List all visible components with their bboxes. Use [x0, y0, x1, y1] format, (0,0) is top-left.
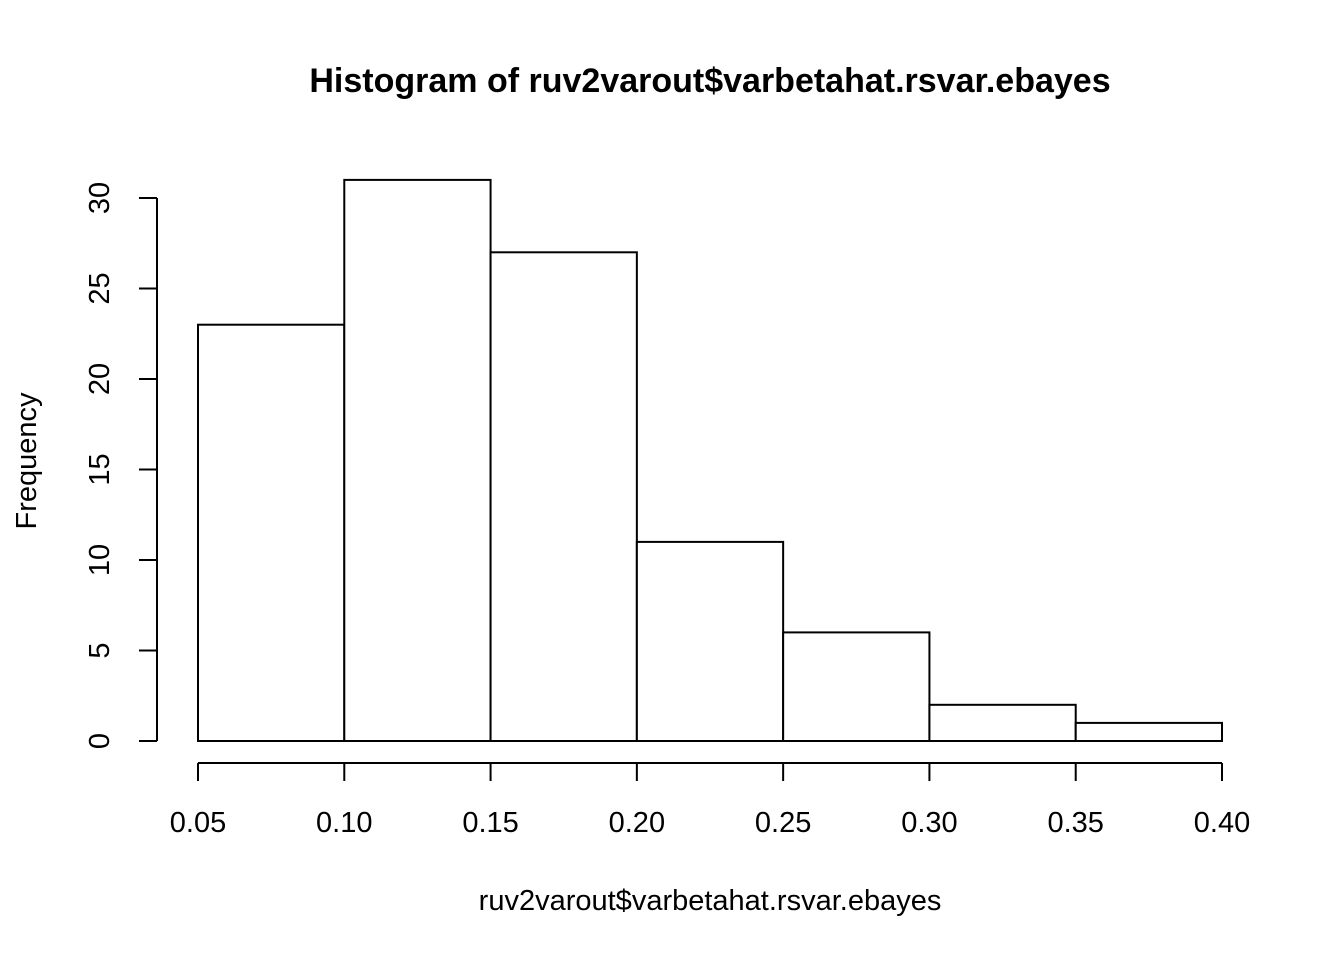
histogram-bar-6	[1074, 721, 1223, 743]
y-tick-label-1: 5	[84, 642, 116, 658]
y-tick-label-5: 25	[84, 272, 116, 304]
bars-group	[197, 178, 1223, 743]
histogram-bar-0	[197, 323, 346, 742]
x-tick-label-0: 0.05	[170, 807, 226, 839]
histogram-bar-4	[782, 631, 931, 743]
y-tick-label-0: 0	[84, 733, 116, 749]
x-tick-label-4: 0.25	[755, 807, 811, 839]
y-axis: 0 5 10 15 20 25 30	[84, 182, 158, 749]
chart-title: Histogram of ruv2varout$varbetahat.rsvar…	[309, 62, 1110, 100]
x-tick-label-7: 0.40	[1194, 807, 1250, 839]
y-tick-label-6: 30	[84, 182, 116, 214]
x-tick-label-5: 0.30	[901, 807, 957, 839]
x-tick-label-6: 0.35	[1047, 807, 1103, 839]
histogram-bar-3	[635, 540, 785, 743]
y-tick-label-3: 15	[84, 453, 116, 485]
y-tick-label-4: 20	[84, 363, 116, 395]
x-axis: 0.05 0.10 0.15 0.20 0.25 0.30 0.35 0.40	[170, 762, 1250, 839]
histogram-bar-2	[489, 251, 638, 743]
y-axis-label: Frequency	[11, 392, 43, 530]
x-tick-label-2: 0.15	[462, 807, 518, 839]
x-tick-label-1: 0.10	[316, 807, 372, 839]
histogram-bar-1	[343, 178, 492, 742]
x-axis-label: ruv2varout$varbetahat.rsvar.ebayes	[479, 885, 942, 917]
x-tick-label-3: 0.20	[609, 807, 665, 839]
y-tick-label-2: 10	[84, 544, 116, 576]
histogram-bar-5	[928, 703, 1077, 742]
